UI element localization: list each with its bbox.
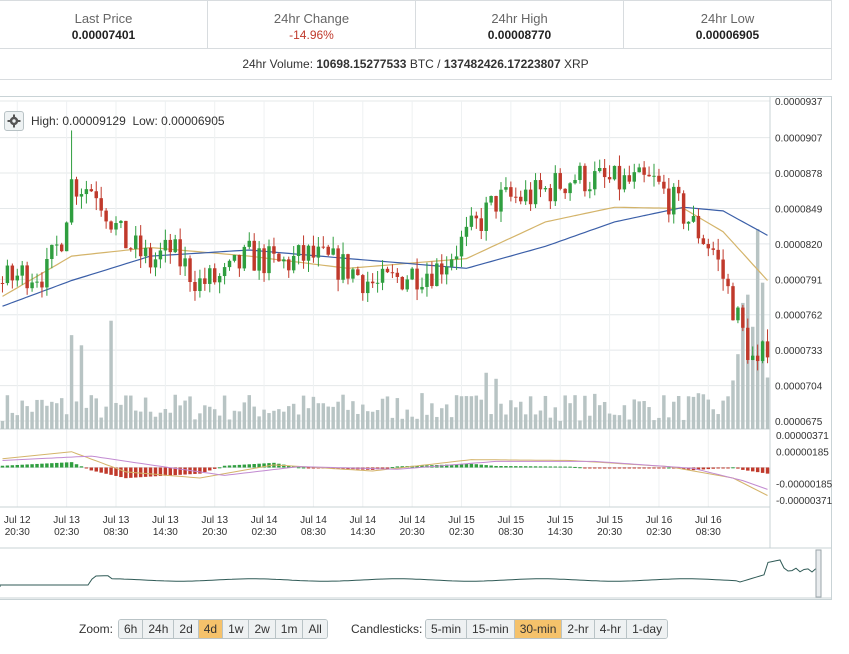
zoom-button-6h[interactable]: 6h bbox=[119, 620, 144, 638]
high-label: High: bbox=[31, 114, 60, 128]
candle-button-2-hr[interactable]: 2-hr bbox=[562, 620, 595, 638]
stat-24hr-high: 24hr High 0.00008770 bbox=[416, 1, 624, 48]
zoom-label: Zoom: bbox=[79, 622, 114, 636]
zoom-button-2d[interactable]: 2d bbox=[174, 620, 199, 638]
zoom-button-4d[interactable]: 4d bbox=[198, 620, 224, 638]
stat-label: 24hr Low bbox=[700, 11, 755, 26]
stat-last-price: Last Price 0.00007401 bbox=[0, 1, 208, 48]
chart-settings-button[interactable] bbox=[4, 111, 24, 131]
stat-value: 0.00006905 bbox=[695, 28, 760, 42]
market-stats-panel: Last Price 0.00007401 24hr Change -14.96… bbox=[0, 0, 832, 80]
zoom-button-group: 6h 24h 2d 4d 1w 2w 1m All bbox=[118, 619, 328, 639]
candle-button-5-min[interactable]: 5-min bbox=[426, 620, 468, 638]
candle-button-1-day[interactable]: 1-day bbox=[627, 620, 668, 638]
volume-label: 24hr Volume: bbox=[242, 57, 314, 71]
chart-frame bbox=[0, 96, 832, 600]
stat-label: Last Price bbox=[74, 11, 133, 26]
stat-value: 0.00008770 bbox=[487, 28, 552, 42]
zoom-button-all[interactable]: All bbox=[303, 620, 327, 638]
stat-label: 24hr Change bbox=[273, 11, 350, 26]
low-value: 0.00006905 bbox=[161, 114, 225, 128]
chart-controls: Zoom: 6h 24h 2d 4d 1w 2w 1m All Candlesticks: 5… bbox=[0, 619, 849, 639]
stat-value: -14.96% bbox=[289, 28, 334, 42]
stats-row: Last Price 0.00007401 24hr Change -14.96… bbox=[0, 1, 831, 49]
candle-button-30-min[interactable]: 30-min bbox=[514, 620, 563, 638]
volume-xrp-unit: XRP bbox=[563, 57, 589, 71]
zoom-button-2w[interactable]: 2w bbox=[249, 620, 276, 638]
low-label: Low: bbox=[132, 114, 158, 128]
zoom-button-1w[interactable]: 1w bbox=[223, 620, 250, 638]
candlesticks-label: Candlesticks: bbox=[351, 622, 423, 636]
volume-xrp-value: 137482426.17223807 bbox=[443, 57, 561, 71]
volume-separator: / bbox=[437, 57, 441, 71]
volume-row: 24hr Volume: 10698.15277533 BTC / 137482… bbox=[0, 49, 831, 80]
volume-btc-value: 10698.15277533 bbox=[316, 57, 407, 71]
high-low-readout: High: 0.00009129 Low: 0.00006905 bbox=[31, 114, 225, 128]
candle-button-4-hr[interactable]: 4-hr bbox=[594, 620, 628, 638]
candlestick-button-group: 5-min 15-min 30-min 2-hr 4-hr 1-day bbox=[425, 619, 669, 639]
zoom-button-24h[interactable]: 24h bbox=[143, 620, 175, 638]
zoom-button-1m[interactable]: 1m bbox=[275, 620, 304, 638]
volume-btc-unit: BTC bbox=[409, 57, 434, 71]
candle-button-15-min[interactable]: 15-min bbox=[467, 620, 515, 638]
stat-value: 0.00007401 bbox=[71, 28, 136, 42]
stat-24hr-change: 24hr Change -14.96% bbox=[208, 1, 416, 48]
stat-label: 24hr High bbox=[491, 11, 548, 26]
gear-icon bbox=[7, 114, 21, 128]
stat-24hr-low: 24hr Low 0.00006905 bbox=[624, 1, 831, 48]
high-value: 0.00009129 bbox=[62, 114, 126, 128]
